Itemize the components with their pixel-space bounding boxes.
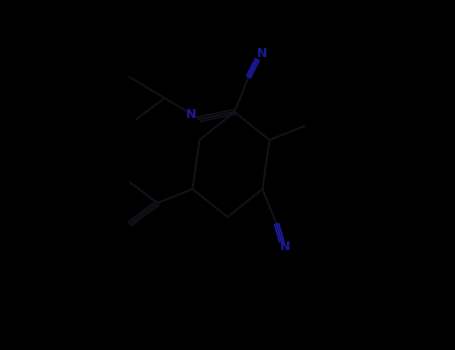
Text: N: N	[280, 240, 290, 253]
Text: N: N	[186, 108, 196, 121]
Text: N: N	[257, 47, 267, 60]
